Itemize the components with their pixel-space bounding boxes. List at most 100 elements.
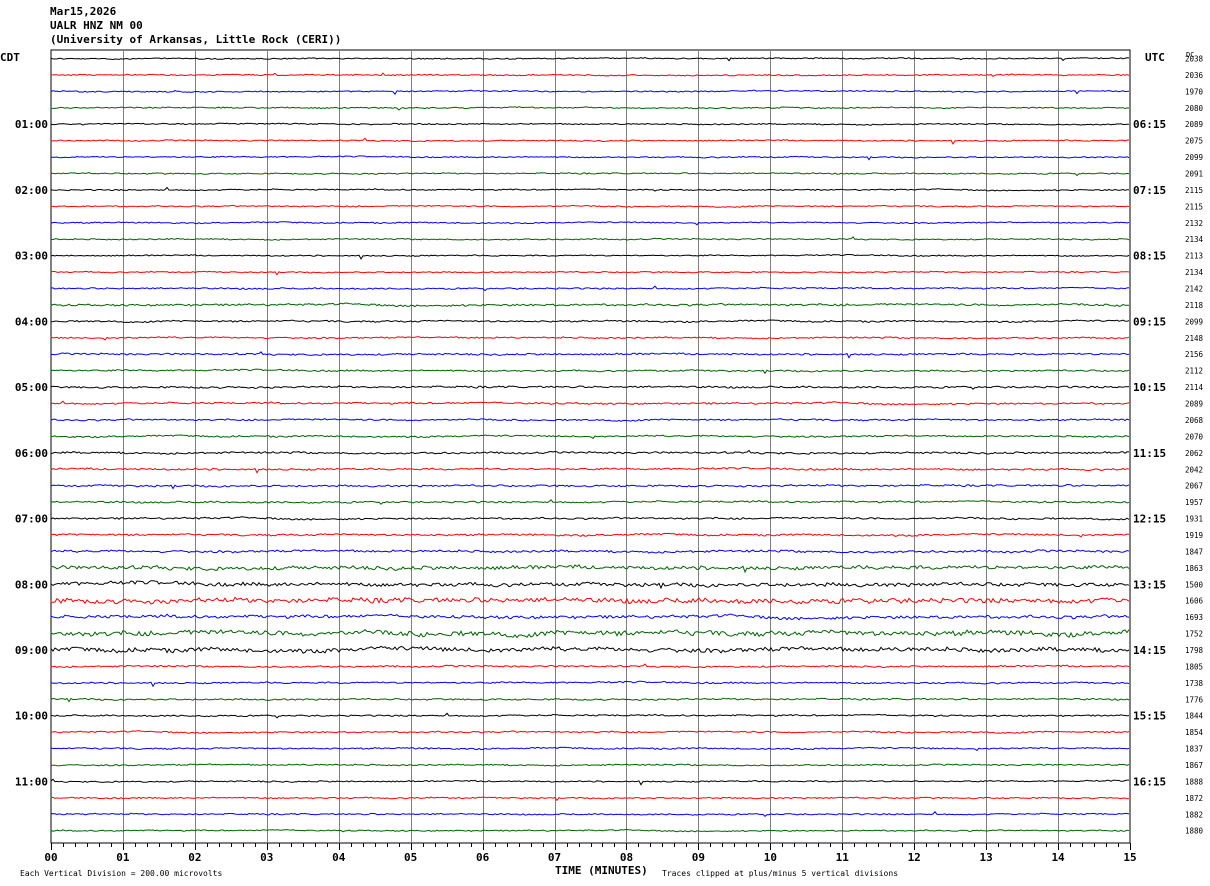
trace-row-43 <box>50 746 1130 752</box>
trace-row-6 <box>50 137 1130 145</box>
cdt-time-label: 11:00 <box>15 775 48 788</box>
dc-offset-label: 1738 <box>1185 679 1204 688</box>
trace-row-7 <box>50 155 1130 161</box>
trace-row-47 <box>50 811 1130 817</box>
dc-offset-label: 2080 <box>1185 104 1204 113</box>
utc-time-label: 11:15 <box>1133 447 1166 460</box>
x-tick-label: 09 <box>692 851 705 864</box>
utc-time-label: 09:15 <box>1133 315 1166 328</box>
trace-row-35 <box>50 613 1130 621</box>
dc-offset-label: 2134 <box>1185 235 1204 244</box>
trace-row-24 <box>50 434 1130 440</box>
dc-offset-label: 2115 <box>1185 202 1203 211</box>
right-axis-title: UTC <box>1145 51 1165 64</box>
x-tick-label: 08 <box>620 851 633 864</box>
dc-offset-label: 1880 <box>1185 827 1204 836</box>
cdt-time-label: 02:00 <box>15 184 48 197</box>
x-tick-label: 01 <box>116 851 130 864</box>
trace-row-1 <box>50 56 1130 62</box>
dc-offset-label: 1798 <box>1185 646 1204 655</box>
x-tick-label: 12 <box>908 851 921 864</box>
dc-offset-label: 2075 <box>1185 137 1203 146</box>
dc-offset-label: 2114 <box>1185 383 1204 392</box>
cdt-time-label: 03:00 <box>15 250 48 263</box>
dc-offset-label: 1844 <box>1185 712 1204 721</box>
trace-row-39 <box>50 680 1130 688</box>
dc-offset-label: 1931 <box>1185 515 1203 524</box>
dc-offset-label: 1919 <box>1185 531 1203 540</box>
x-tick-label: 15 <box>1123 851 1136 864</box>
trace-row-38 <box>50 663 1130 669</box>
trace-row-9 <box>50 186 1130 192</box>
dc-offset-label: 2134 <box>1185 268 1204 277</box>
cdt-time-label: 05:00 <box>15 381 48 394</box>
trace-row-19 <box>50 351 1130 359</box>
utc-time-label: 07:15 <box>1133 184 1166 197</box>
cdt-time-label: 01:00 <box>15 118 48 131</box>
dc-offset-label: 1837 <box>1185 745 1203 754</box>
utc-time-label: 16:15 <box>1133 775 1166 788</box>
trace-row-23 <box>50 418 1130 422</box>
trace-row-29 <box>50 516 1130 521</box>
dc-offset-label: 1776 <box>1185 695 1204 704</box>
left-axis-title: CDT <box>0 51 20 64</box>
chart-institution: (University of Arkansas, Little Rock (CE… <box>50 33 342 46</box>
cdt-time-label: 06:00 <box>15 447 48 460</box>
dc-offset-label: 1872 <box>1185 794 1203 803</box>
dc-offset-label: 2070 <box>1185 432 1204 441</box>
dc-offset-label: 1854 <box>1185 728 1204 737</box>
dc-offset-label: 2067 <box>1185 482 1203 491</box>
utc-time-label: 08:15 <box>1133 250 1166 263</box>
trace-row-21 <box>50 385 1130 390</box>
dc-offset-label: 1957 <box>1185 498 1203 507</box>
trace-row-4 <box>50 106 1130 111</box>
x-tick-label: 06 <box>476 851 490 864</box>
trace-row-33 <box>50 580 1130 590</box>
cdt-time-label: 04:00 <box>15 315 48 328</box>
x-tick-label: 14 <box>1051 851 1065 864</box>
trace-row-14 <box>50 270 1130 276</box>
dc-offset-label: 1693 <box>1185 613 1203 622</box>
trace-row-26 <box>50 467 1130 474</box>
dc-header: DC <box>1186 51 1194 59</box>
x-tick-label: 03 <box>260 851 273 864</box>
chart-date: Mar15,2026 <box>50 5 117 18</box>
utc-time-label: 14:15 <box>1133 644 1166 657</box>
trace-row-34 <box>50 596 1130 605</box>
cdt-time-label: 08:00 <box>15 578 48 591</box>
trace-row-30 <box>50 532 1130 538</box>
dc-offset-label: 2118 <box>1185 301 1204 310</box>
dc-offset-label: 1888 <box>1185 777 1204 786</box>
trace-row-12 <box>50 236 1130 241</box>
x-tick-label: 02 <box>188 851 201 864</box>
dc-offset-label: 1867 <box>1185 761 1203 770</box>
utc-time-label: 10:15 <box>1133 381 1166 394</box>
utc-time-label: 13:15 <box>1133 578 1166 591</box>
dc-offset-label: 2115 <box>1185 186 1203 195</box>
utc-time-label: 12:15 <box>1133 513 1166 526</box>
trace-row-48 <box>50 828 1130 833</box>
trace-row-2 <box>50 72 1130 78</box>
dc-offset-label: 1882 <box>1185 810 1203 819</box>
dc-offset-label: 2132 <box>1185 219 1203 228</box>
trace-row-28 <box>50 499 1130 505</box>
x-tick-label: 10 <box>764 851 777 864</box>
dc-offset-label: 1752 <box>1185 630 1203 639</box>
trace-row-36 <box>50 629 1130 639</box>
trace-row-31 <box>50 549 1130 554</box>
dc-offset-label: 2062 <box>1185 449 1203 458</box>
utc-time-label: 15:15 <box>1133 710 1166 723</box>
x-tick-label: 04 <box>332 851 346 864</box>
dc-offset-label: 2036 <box>1185 71 1204 80</box>
x-axis-title: TIME (MINUTES) <box>555 864 648 877</box>
x-tick-label: 07 <box>548 851 561 864</box>
trace-row-13 <box>50 254 1130 260</box>
dc-offset-label: 2148 <box>1185 334 1204 343</box>
trace-row-22 <box>50 400 1130 406</box>
clip-note: Traces clipped at plus/minus 5 vertical … <box>662 869 898 878</box>
trace-row-5 <box>50 122 1130 126</box>
trace-row-27 <box>50 483 1130 490</box>
trace-row-32 <box>50 564 1130 574</box>
plot-frame <box>50 49 1131 844</box>
